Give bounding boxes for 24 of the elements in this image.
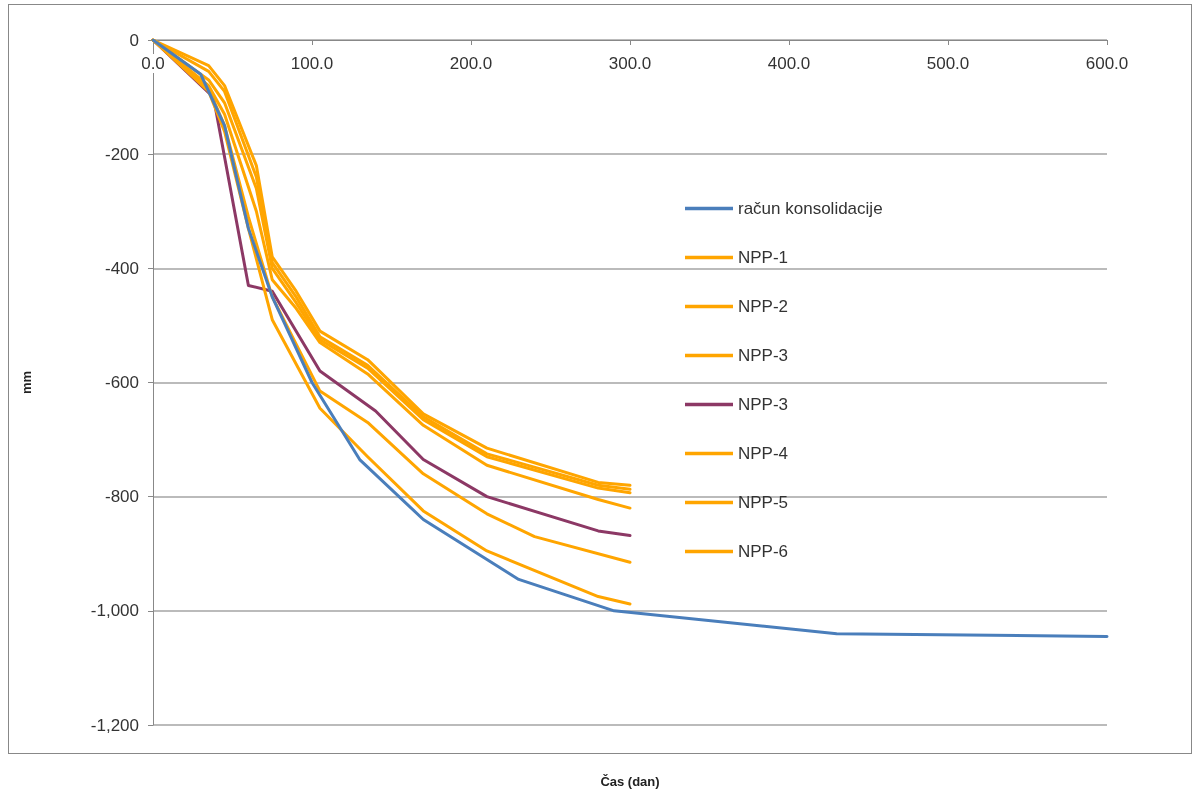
legend-label: NPP-5 (738, 493, 789, 512)
legend-label: NPP-4 (738, 444, 789, 463)
legend-label: NPP-3 (738, 346, 789, 365)
y-tick-label: -1,200 (90, 715, 139, 735)
legend-label: račun konsolidacije (738, 199, 883, 218)
x-tick-label: 100.0 (290, 54, 334, 73)
y-tick-label: -800 (104, 487, 139, 507)
y-tick-label: -600 (104, 373, 139, 392)
x-tick-label: 300.0 (608, 54, 652, 73)
legend-label: NPP-6 (738, 542, 789, 561)
y-tick-label: -1,000 (90, 601, 139, 621)
x-tick-label: 200.0 (449, 54, 493, 73)
x-tick-label: 500.0 (926, 54, 970, 73)
x-axis-title: Čas (dan) (600, 774, 660, 789)
y-axis-title: mm (19, 370, 34, 395)
y-tick-label: -200 (104, 144, 139, 164)
y-tick-label: 0 (129, 30, 139, 50)
y-tick-label: -400 (104, 258, 139, 278)
legend-label: NPP-3 (738, 395, 789, 414)
legend-label: NPP-1 (738, 248, 789, 267)
x-tick-label: 0.0 (141, 54, 165, 73)
x-tick-label: 600.0 (1085, 54, 1129, 73)
legend-label: NPP-2 (738, 297, 789, 316)
x-tick-label: 400.0 (767, 54, 811, 73)
